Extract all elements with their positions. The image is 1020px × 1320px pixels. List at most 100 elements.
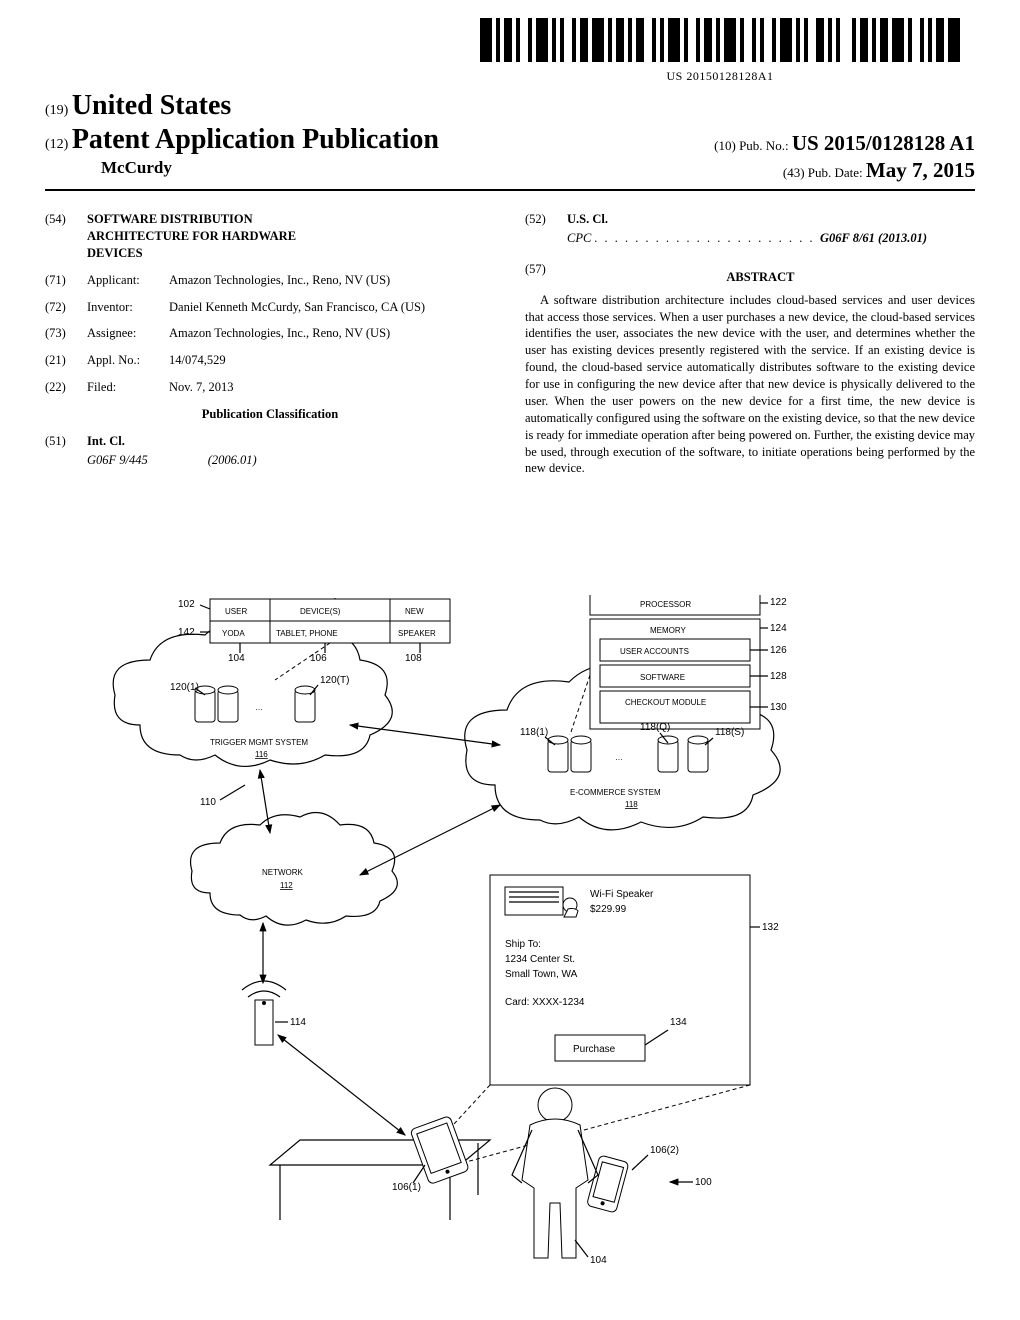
code-21: (21) <box>45 352 77 369</box>
cpc-value: G06F 8/61 (2013.01) <box>820 231 927 245</box>
t1-c1: YODA <box>222 629 245 638</box>
tms-label: TRIGGER MGMT SYSTEM <box>210 738 308 747</box>
uscl-label: U.S. Cl. <box>567 211 608 228</box>
svg-text:126: 126 <box>770 645 787 656</box>
header-line2-left: (12) Patent Application Publication <box>45 124 439 156</box>
code-19: (19) <box>45 103 68 118</box>
header-line2-right: (10) Pub. No.: US 2015/0128128 A1 <box>714 131 975 156</box>
field-22: (22) Filed: Nov. 7, 2013 <box>45 379 495 396</box>
abstract-heading: ABSTRACT <box>546 269 975 286</box>
ecom-label: E-COMMERCE SYSTEM <box>570 788 661 797</box>
field-51: (51) Int. Cl. <box>45 433 495 450</box>
field-71: (71) Applicant: Amazon Technologies, Inc… <box>45 272 495 289</box>
user-accounts-label: USER ACCOUNTS <box>620 647 689 656</box>
svg-text:118(Q): 118(Q) <box>640 722 670 733</box>
tms-num: 116 <box>255 750 268 759</box>
svg-text:106(2): 106(2) <box>650 1145 679 1156</box>
svg-text:118(S): 118(S) <box>715 727 744 738</box>
code-73: (73) <box>45 325 77 342</box>
code-10: (10) <box>714 138 736 153</box>
code-71: (71) <box>45 272 77 289</box>
inventor-lastname: McCurdy <box>45 158 172 183</box>
pubno: US 2015/0128128 A1 <box>792 131 975 155</box>
code-52: (52) <box>525 211 557 228</box>
code-72: (72) <box>45 299 77 316</box>
doc-header: (19) United States (12) Patent Applicati… <box>45 90 975 191</box>
applicant-value: Amazon Technologies, Inc., Reno, NV (US) <box>169 272 495 289</box>
applicant-label: Applicant: <box>87 272 159 289</box>
svg-text:142: 142 <box>178 627 195 638</box>
code-22: (22) <box>45 379 77 396</box>
abstract-text: A software distribution architecture inc… <box>525 292 975 478</box>
screen-price: $229.99 <box>590 904 627 915</box>
cpc-dots: . . . . . . . . . . . . . . . . . . . . … <box>594 231 820 245</box>
intcl-code: G06F 9/445 <box>87 452 148 469</box>
network-label: NETWORK <box>262 868 304 877</box>
svg-text:106: 106 <box>310 653 327 664</box>
screen-ship: Ship To: <box>505 939 541 950</box>
intcl-label-text: Int. Cl. <box>87 434 125 448</box>
screen-addr1: 1234 Center St. <box>505 954 575 965</box>
svg-text:118(1): 118(1) <box>520 727 548 738</box>
memory-label: MEMORY <box>650 626 687 635</box>
svg-text:130: 130 <box>770 702 787 713</box>
pubno-label: Pub. No.: <box>739 138 788 153</box>
header-line3: McCurdy (43) Pub. Date: May 7, 2015 <box>45 158 975 191</box>
inventor-value: Daniel Kenneth McCurdy, San Francisco, C… <box>169 299 495 316</box>
t1-h1: USER <box>225 607 247 616</box>
screen-product: Wi-Fi Speaker <box>590 889 654 900</box>
screen-purchase-btn: Purchase <box>573 1044 616 1055</box>
code-43: (43) <box>783 165 805 180</box>
uscl-label-text: U.S. Cl. <box>567 212 608 226</box>
code-54: (54) <box>45 211 77 262</box>
field-57: (57) ABSTRACT <box>525 261 975 292</box>
title-l1: SOFTWARE DISTRIBUTION <box>87 212 253 226</box>
t1-c2: TABLET, PHONE <box>276 629 338 638</box>
filed-value: Nov. 7, 2013 <box>169 379 495 396</box>
pubdate: May 7, 2015 <box>866 158 975 182</box>
inventor-label: Inventor: <box>87 299 159 316</box>
cpc-label: CPC <box>567 231 591 245</box>
field-72: (72) Inventor: Daniel Kenneth McCurdy, S… <box>45 299 495 316</box>
pub-type: Patent Application Publication <box>72 124 439 155</box>
body-columns: (54) SOFTWARE DISTRIBUTION ARCHITECTURE … <box>45 211 975 477</box>
svg-text:…: … <box>255 703 263 712</box>
title-text: SOFTWARE DISTRIBUTION ARCHITECTURE FOR H… <box>87 211 495 262</box>
t1-c3: SPEAKER <box>398 629 436 638</box>
svg-text:108: 108 <box>405 653 422 664</box>
svg-text:120(1): 120(1) <box>170 682 199 693</box>
person-icon <box>512 1088 598 1258</box>
svg-text:124: 124 <box>770 623 787 634</box>
svg-text:104: 104 <box>590 1255 607 1266</box>
user-device-table: USER DEVICE(S) NEW YODA TABLET, PHONE SP… <box>210 599 450 643</box>
title-l2: ARCHITECTURE FOR HARDWARE <box>87 229 296 243</box>
network-num: 112 <box>280 881 293 890</box>
applno-label: Appl. No.: <box>87 352 159 369</box>
svg-text:120(T): 120(T) <box>320 675 349 686</box>
intcl-label: Int. Cl. <box>87 433 125 450</box>
processor-stack: PROCESSOR MEMORY USER ACCOUNTS SOFTWARE … <box>590 595 760 729</box>
checkout-label: CHECKOUT MODULE <box>625 698 706 707</box>
pubdate-label: Pub. Date: <box>808 165 863 180</box>
processor-label: PROCESSOR <box>640 600 691 609</box>
svg-text:140: 140 <box>320 595 337 598</box>
svg-text:100: 100 <box>695 1177 712 1188</box>
code-51: (51) <box>45 433 77 450</box>
field-73: (73) Assignee: Amazon Technologies, Inc.… <box>45 325 495 342</box>
software-label: SOFTWARE <box>640 673 685 682</box>
t1-h2: DEVICE(S) <box>300 607 341 616</box>
barcode-text: US 20150128128A1 <box>480 69 960 84</box>
svg-text:122: 122 <box>770 597 787 608</box>
svg-text:104: 104 <box>228 653 245 664</box>
svg-text:102: 102 <box>178 599 195 610</box>
header-line1: (19) United States <box>45 90 975 122</box>
header-line2: (12) Patent Application Publication (10)… <box>45 124 975 156</box>
svg-text:110: 110 <box>200 797 216 808</box>
intcl-values: G06F 9/445 (2006.01) <box>87 452 495 469</box>
barcode <box>480 18 960 62</box>
barcode-region: US 20150128128A1 <box>480 18 960 84</box>
right-column: (52) U.S. Cl. CPC . . . . . . . . . . . … <box>525 211 975 477</box>
t1-h3: NEW <box>405 607 424 616</box>
screen-addr2: Small Town, WA <box>505 969 578 980</box>
filed-label: Filed: <box>87 379 159 396</box>
